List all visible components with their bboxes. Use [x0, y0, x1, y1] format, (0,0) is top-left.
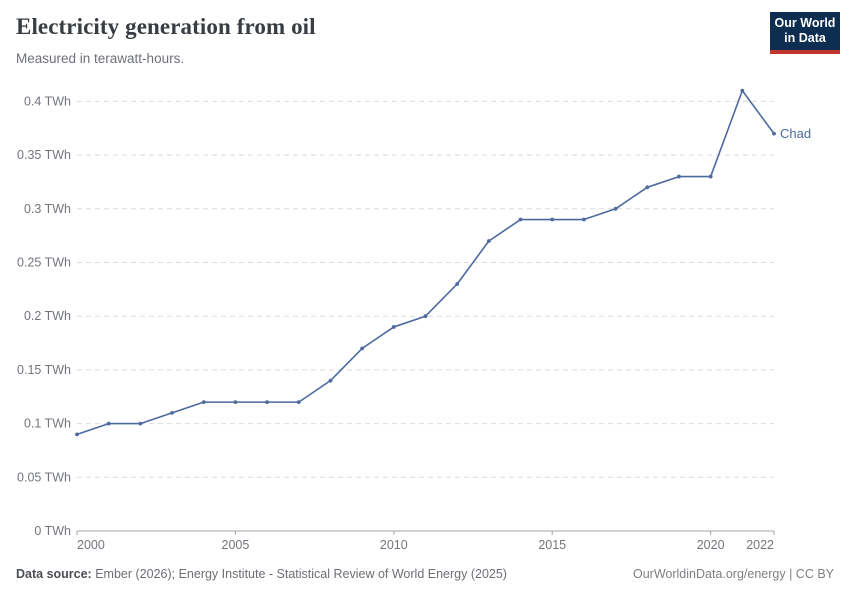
data-point[interactable]	[677, 174, 681, 179]
y-tick-label: 0.2 TWh	[24, 309, 71, 323]
owid-logo-line2: in Data	[784, 31, 826, 45]
data-source-label: Data source:	[16, 567, 92, 581]
data-point[interactable]	[360, 346, 365, 351]
x-tick-label: 2020	[697, 538, 725, 552]
x-tick-label: 2015	[538, 538, 566, 552]
data-point[interactable]	[582, 217, 586, 222]
chart-subtitle: Measured in terawatt-hours.	[16, 51, 185, 66]
entity-label-chad: Chad	[780, 126, 811, 141]
data-point[interactable]	[645, 185, 650, 190]
y-tick-label: 0.1 TWh	[24, 417, 71, 431]
data-point[interactable]	[233, 400, 238, 405]
data-point[interactable]	[138, 421, 143, 426]
x-tick-label: 2000	[77, 538, 105, 552]
data-point[interactable]	[296, 400, 301, 405]
page-title: Electricity generation from oil	[16, 14, 316, 39]
y-tick-label: 0.25 TWh	[17, 256, 71, 270]
data-point[interactable]	[423, 314, 428, 319]
line-chart: 0 TWh 0.05 TWh 0.1 TWh 0.15 TWh 0.2 TWh 0.25 …	[17, 88, 811, 552]
footer-link[interactable]: OurWorldinData.org/energy | CC BY	[632, 567, 834, 581]
data-point[interactable]	[170, 410, 174, 415]
owid-logo[interactable]: Our World in Data	[770, 12, 840, 54]
series-line-chad[interactable]	[76, 89, 775, 436]
data-point[interactable]	[265, 400, 269, 405]
data-point[interactable]	[772, 131, 776, 136]
y-tick-label: 0 TWh	[34, 524, 71, 538]
data-point[interactable]	[328, 378, 333, 383]
y-tick-label: 0.35 TWh	[17, 148, 71, 162]
data-point[interactable]	[550, 217, 555, 222]
data-point[interactable]	[391, 325, 396, 329]
y-tick-label: 0.15 TWh	[17, 363, 71, 377]
data-source: Data source: Ember (2026); Energy Instit…	[16, 567, 507, 581]
data-point[interactable]	[201, 400, 206, 405]
x-tick-label: 2010	[380, 538, 408, 552]
data-point[interactable]	[455, 282, 460, 286]
data-point[interactable]	[740, 88, 745, 93]
y-tick-label: 0.3 TWh	[24, 202, 71, 216]
data-point[interactable]	[708, 174, 713, 179]
data-point[interactable]	[75, 432, 79, 437]
chart-footer: Data source: Ember (2026); Energy Instit…	[16, 567, 834, 581]
y-tick-label: 0.05 TWh	[17, 470, 71, 484]
data-source-text: Ember (2026); Energy Institute - Statist…	[91, 567, 507, 581]
y-tick-label: 0.4 TWh	[24, 94, 71, 108]
data-point[interactable]	[106, 421, 111, 426]
x-tick-label: 2005	[222, 538, 250, 552]
data-point[interactable]	[486, 239, 491, 243]
data-point[interactable]	[613, 206, 618, 211]
data-point[interactable]	[518, 217, 523, 222]
x-tick-label: 2022	[746, 538, 774, 552]
owid-logo-line1: Our World	[774, 16, 836, 30]
